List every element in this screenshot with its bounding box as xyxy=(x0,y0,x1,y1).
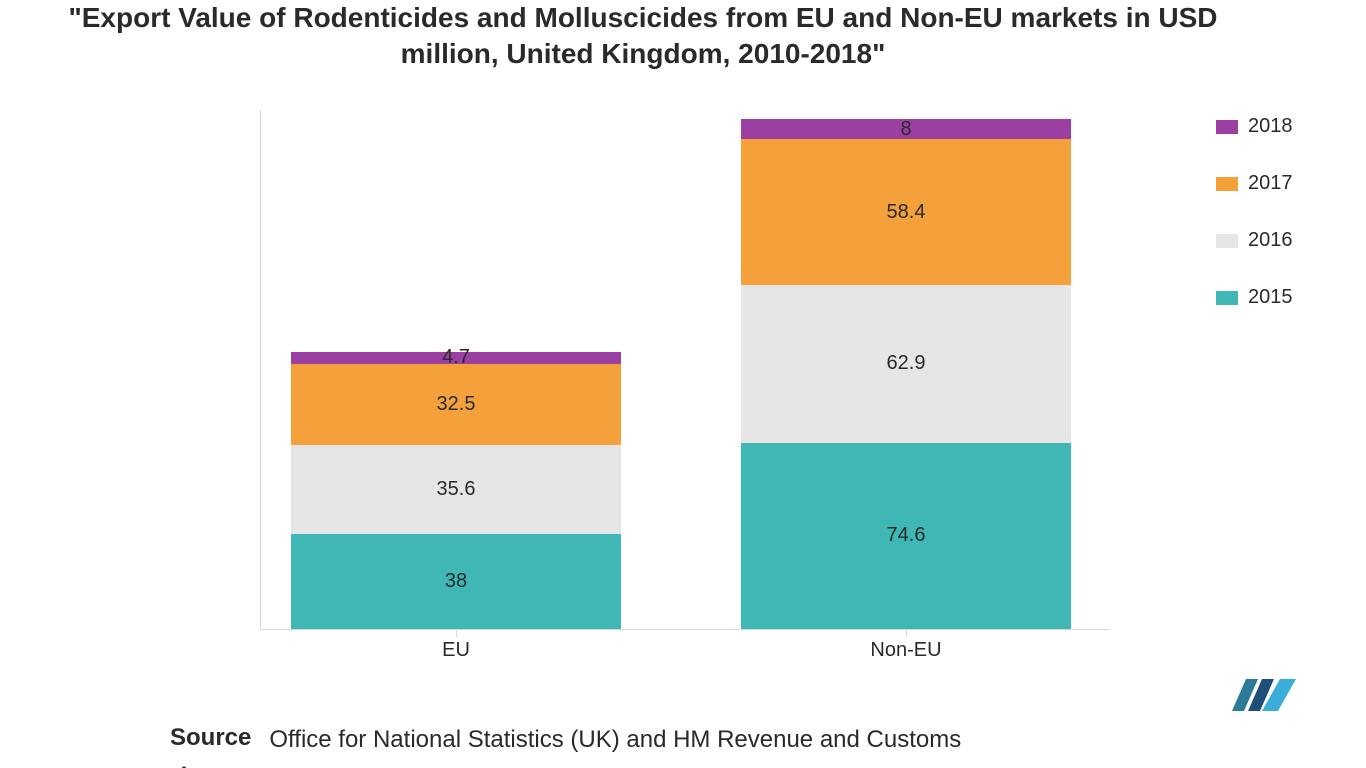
source-colon: : xyxy=(180,758,188,768)
bar-segment: 62.9 xyxy=(741,285,1071,442)
bar-segment: 35.6 xyxy=(291,445,621,534)
x-tick xyxy=(456,629,457,637)
x-axis-label: EU xyxy=(442,639,470,662)
legend-label: 2016 xyxy=(1248,229,1293,252)
legend-item: 2015 xyxy=(1216,286,1326,309)
legend-swatch xyxy=(1216,234,1238,248)
legend-swatch xyxy=(1216,177,1238,191)
bar-segment: 32.5 xyxy=(291,364,621,445)
legend-label: 2017 xyxy=(1248,172,1293,195)
bar-group: 74.662.958.48 xyxy=(741,119,1071,629)
legend-item: 2017 xyxy=(1216,172,1326,195)
bar-group: 3835.632.54.7 xyxy=(291,352,621,629)
source-text: Office for National Statistics (UK) and … xyxy=(269,724,961,756)
legend-item: 2018 xyxy=(1216,115,1326,138)
x-tick xyxy=(906,629,907,637)
bar-segment: 4.7 xyxy=(291,352,621,364)
legend-label: 2015 xyxy=(1248,286,1293,309)
legend-swatch xyxy=(1216,120,1238,134)
legend-label: 2018 xyxy=(1248,115,1293,138)
bar-segment: 8 xyxy=(741,119,1071,139)
x-axis-label: Non-EU xyxy=(870,639,941,662)
chart-title: "Export Value of Rodenticides and Mollus… xyxy=(40,0,1246,73)
source-label: Source xyxy=(170,724,251,752)
bar-segment: 58.4 xyxy=(741,139,1071,285)
brand-logo-icon xyxy=(1232,679,1296,726)
legend-swatch xyxy=(1216,291,1238,305)
source-citation: Source Office for National Statistics (U… xyxy=(170,724,1206,756)
bar-segment: 74.6 xyxy=(741,443,1071,630)
legend-item: 2016 xyxy=(1216,229,1326,252)
bar-segment: 38 xyxy=(291,534,621,629)
plot-area: 3835.632.54.7EU74.662.958.48Non-EU xyxy=(260,110,1110,630)
legend: 2018 2017 2016 2015 xyxy=(1216,115,1326,343)
